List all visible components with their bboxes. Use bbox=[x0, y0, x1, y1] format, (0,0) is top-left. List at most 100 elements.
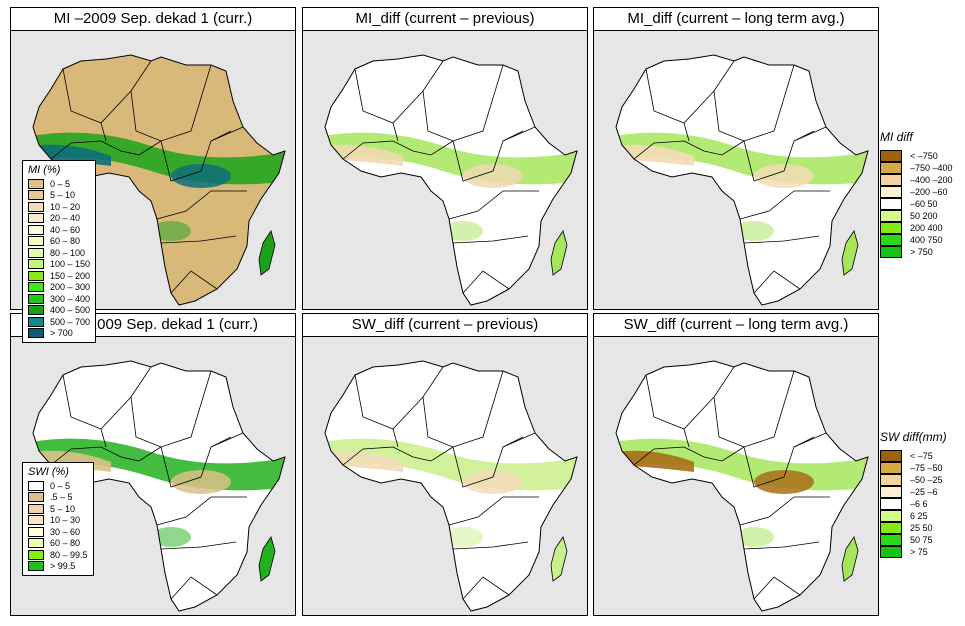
country-border bbox=[462, 576, 510, 600]
legend-item: 500 – 700 bbox=[28, 316, 90, 328]
legend-swatch bbox=[880, 510, 902, 522]
legend-item: 200 – 300 bbox=[28, 282, 90, 294]
legend-title: SW diff(mm) bbox=[880, 430, 947, 444]
country-border bbox=[452, 541, 529, 550]
legend-item: 150 – 200 bbox=[28, 270, 90, 282]
legend-label: 200 – 300 bbox=[50, 282, 91, 293]
madagascar bbox=[841, 536, 859, 582]
legend-item: 300 – 400 bbox=[28, 293, 90, 305]
legend-item: 80 – 99.5 bbox=[28, 549, 88, 561]
southern-patch bbox=[734, 221, 774, 241]
legend-swatch bbox=[28, 305, 44, 316]
legend-label: > 700 bbox=[50, 328, 73, 339]
africa-map bbox=[303, 31, 587, 309]
legend-item: < –750 bbox=[880, 150, 953, 162]
panel-title: MI –2009 Sep. dekad 1 (curr.) bbox=[11, 8, 295, 31]
central-patch bbox=[754, 164, 814, 188]
madagascar bbox=[258, 230, 276, 276]
panel-title: MI_diff (current – previous) bbox=[303, 8, 587, 31]
central-patch bbox=[754, 470, 814, 494]
data-overlay bbox=[325, 132, 577, 241]
country-border bbox=[210, 126, 244, 142]
country-border bbox=[753, 270, 801, 294]
data-overlay bbox=[616, 438, 868, 547]
legend-swatch bbox=[880, 534, 902, 546]
legend-swatch bbox=[880, 222, 902, 234]
legend-label: < –750 bbox=[910, 151, 938, 161]
legend-swatch bbox=[28, 201, 44, 212]
africa-landmass bbox=[616, 361, 868, 611]
coastline bbox=[324, 360, 578, 612]
panel-mi-diff-long-term: MI_diff (current – long term avg.) bbox=[593, 7, 879, 310]
legend-swatch bbox=[880, 462, 902, 474]
legend-swatch bbox=[28, 270, 44, 281]
africa-landmass bbox=[325, 55, 577, 305]
southern-patch bbox=[443, 527, 483, 547]
legend-swatch bbox=[28, 293, 44, 304]
country-border bbox=[683, 428, 690, 448]
legend-item: .5 – 5 bbox=[28, 492, 88, 504]
coastal-band bbox=[616, 450, 694, 472]
coastal-band bbox=[325, 144, 403, 166]
legend-label: .5 – 5 bbox=[50, 492, 73, 503]
country-border bbox=[50, 446, 162, 466]
madagascar bbox=[841, 230, 859, 276]
africa-landmass bbox=[33, 361, 285, 611]
legend-swatch bbox=[880, 150, 902, 162]
southern-patch bbox=[151, 221, 191, 241]
africa-landmass bbox=[33, 55, 285, 305]
legend-label: 5 – 10 bbox=[50, 503, 76, 514]
country-border bbox=[743, 541, 820, 550]
country-border bbox=[753, 576, 801, 600]
africa-map bbox=[11, 31, 295, 309]
legend-swatch bbox=[28, 236, 44, 247]
legend-swatch bbox=[28, 247, 44, 258]
country-border bbox=[683, 122, 690, 142]
central-patch bbox=[463, 164, 523, 188]
legend-item: > 700 bbox=[28, 328, 90, 340]
panel-title: SW_diff (current – previous) bbox=[303, 314, 587, 337]
legend-label: 50 75 bbox=[910, 535, 933, 545]
legend-swatch bbox=[880, 162, 902, 174]
legend-item: 400 – 500 bbox=[28, 305, 90, 317]
legend-swatch bbox=[880, 234, 902, 246]
legend-label: 60 – 80 bbox=[50, 236, 81, 247]
coastline bbox=[615, 54, 869, 306]
legend-item: 25 50 bbox=[880, 522, 947, 534]
legend-swatch bbox=[28, 526, 44, 537]
country-border bbox=[743, 235, 820, 244]
legend-label: 50 200 bbox=[910, 211, 938, 221]
legend-item: 10 – 20 bbox=[28, 201, 90, 213]
legend-item: –50 –25 bbox=[880, 474, 947, 486]
country-border bbox=[502, 432, 536, 448]
legend-item: 0 – 5 bbox=[28, 178, 90, 190]
coastal-band bbox=[325, 450, 403, 472]
central-patch bbox=[463, 470, 523, 494]
sw-diff-legend: SW diff(mm) < –75 –75 –50 –50 –25 –25 –6 –6 … bbox=[880, 430, 947, 558]
legend-swatch bbox=[28, 178, 44, 189]
legend-item: 50 75 bbox=[880, 534, 947, 546]
panel-title: SW_diff (current – long term avg.) bbox=[594, 314, 878, 337]
legend-title: MI diff bbox=[880, 130, 913, 144]
country-border bbox=[793, 432, 827, 448]
africa-map bbox=[594, 31, 878, 309]
legend-swatch bbox=[28, 538, 44, 549]
southern-patch bbox=[151, 527, 191, 547]
country-border bbox=[50, 140, 162, 160]
legend-item: 40 – 60 bbox=[28, 224, 90, 236]
legend-label: –25 –6 bbox=[910, 487, 938, 497]
legend-item: < –75 bbox=[880, 450, 947, 462]
country-border bbox=[392, 428, 399, 448]
legend-label: –400 –200 bbox=[910, 175, 953, 185]
data-overlay bbox=[33, 438, 285, 547]
mi-diff-legend: MI diff < –750 –750 –400 –400 –200 –200 –60… bbox=[880, 130, 953, 258]
legend-label: –60 50 bbox=[910, 199, 938, 209]
legend-label: 80 – 99.5 bbox=[50, 549, 88, 560]
legend-label: 150 – 200 bbox=[50, 270, 91, 281]
country-border bbox=[633, 446, 745, 466]
country-border bbox=[502, 126, 536, 142]
panel-title: SWI –2009 Sep. dekad 1 (curr.) bbox=[11, 314, 295, 337]
legend-label: > 75 bbox=[910, 547, 928, 557]
legend-item: 6 25 bbox=[880, 510, 947, 522]
